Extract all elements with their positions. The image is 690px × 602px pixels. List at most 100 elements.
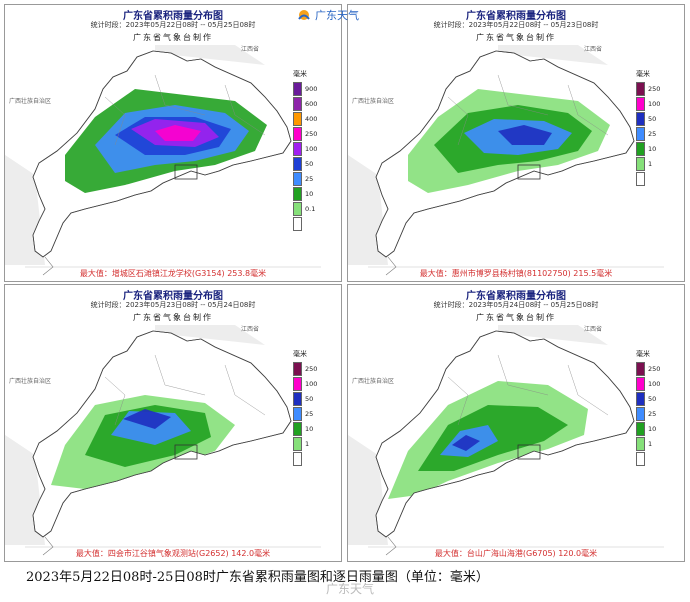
pearl-river-delta-box [174, 444, 198, 460]
legend-row: 600 [293, 96, 327, 111]
panel-period: 统计时段：2023年05月22日08时 -- 05月23日08时 [433, 21, 599, 29]
legend-swatch [293, 421, 302, 436]
legend-swatch [293, 126, 302, 141]
legend-swatch [636, 126, 645, 141]
legend-row: 50 [293, 156, 327, 171]
guangdong-weather-logo: 广东天气 [296, 6, 359, 24]
rainfall-map-panel-2: 广西壮族自治区 江西省 广东省累积雨量分布图 统计时段：2023年05月22日0… [347, 4, 685, 282]
legend-row [636, 451, 670, 466]
legend-swatch [636, 406, 645, 421]
watermark: 广东天气 [326, 582, 375, 596]
rain-area [123, 409, 171, 429]
rainfall-legend: 毫米 250 100 50 25 10 1 [293, 349, 327, 466]
legend-swatch [293, 81, 302, 96]
legend-label: 400 [305, 114, 318, 123]
rain-area [452, 435, 480, 451]
legend-swatch [636, 421, 645, 436]
legend-swatch [293, 436, 302, 451]
legend-swatch [636, 376, 645, 391]
map-svg: 广西壮族自治区 江西省 [5, 285, 341, 561]
legend-label: 0.1 [305, 204, 316, 213]
legend-swatch [636, 111, 645, 126]
pearl-river-delta-box [517, 444, 541, 460]
legend-row: 10 [293, 421, 327, 436]
legend-unit: 毫米 [636, 350, 650, 358]
sun-icon [298, 10, 310, 20]
label-jiangxi: 江西省 [241, 45, 259, 53]
legend-swatch [636, 436, 645, 451]
legend-label: 100 [648, 99, 661, 108]
legend-row: 25 [636, 126, 670, 141]
legend-swatch [636, 141, 645, 156]
rainfall-map-panel-4: 广西壮族自治区 江西省 广东省累积雨量分布图 统计时段：2023年05月24日0… [347, 284, 685, 562]
legend-label: 250 [305, 129, 318, 138]
legend-row [636, 171, 670, 186]
legend-row: 1 [636, 156, 670, 171]
legend-row: 900 [293, 81, 327, 96]
legend-swatch [293, 216, 302, 231]
legend-label: 250 [648, 364, 661, 373]
legend-row: 50 [636, 391, 670, 406]
legend-label: 25 [648, 409, 657, 418]
legend-label: 25 [305, 174, 314, 183]
rainfall-map-panel-3: 广西壮族自治区 江西省 广东省累积雨量分布图 统计时段：2023年05月23日0… [4, 284, 342, 562]
map-svg: 广西壮族自治区 江西省 [348, 285, 684, 561]
legend-row: 50 [636, 111, 670, 126]
legend-label: 900 [305, 84, 318, 93]
panel-period: 统计时段：2023年05月24日08时 -- 05月25日08时 [433, 301, 599, 309]
legend-swatch [293, 111, 302, 126]
legend-swatch [636, 81, 645, 96]
rain-area [498, 125, 552, 145]
legend-label: 250 [648, 84, 661, 93]
label-jiangxi: 江西省 [241, 325, 259, 333]
legend-unit: 毫米 [293, 350, 307, 358]
legend-swatch [293, 201, 302, 216]
legend-row [293, 216, 327, 231]
legend-swatch [636, 171, 645, 186]
legend-label: 100 [305, 379, 318, 388]
legend-label: 10 [305, 189, 314, 198]
pearl-river-delta-box [517, 164, 541, 180]
legend-swatch [636, 361, 645, 376]
legend-label: 1 [648, 159, 653, 168]
label-jiangxi: 江西省 [584, 325, 602, 333]
legend-row: 10 [636, 421, 670, 436]
legend-label: 50 [648, 114, 657, 123]
panel-maker: 广东省气象台制作 [476, 313, 556, 322]
rainfall-legend: 毫米 250 100 50 25 10 1 [636, 69, 670, 186]
legend-swatch [636, 96, 645, 111]
panel-maker: 广东省气象台制作 [133, 313, 213, 322]
legend-row: 100 [636, 376, 670, 391]
legend-swatch [293, 156, 302, 171]
label-guangxi: 广西壮族自治区 [352, 377, 394, 385]
map-svg: 广西壮族自治区 江西省 [348, 5, 684, 281]
legend-swatch [293, 186, 302, 201]
legend-label: 100 [305, 144, 318, 153]
figure-caption: 2023年5月22日08时-25日08时广东省累积雨量图和逐日雨量图（单位：毫米… [26, 570, 489, 585]
legend-label: 10 [648, 144, 657, 153]
panel-title: 广东省累积雨量分布图 [123, 291, 223, 302]
legend-swatch [293, 141, 302, 156]
panel-max-value: 最大值：增城区石滩镇江龙学校(G3154) 253.8毫米 [79, 269, 267, 278]
legend-label: 100 [648, 379, 661, 388]
legend-label: 1 [648, 439, 653, 448]
legend-label: 50 [305, 159, 314, 168]
legend-swatch [636, 451, 645, 466]
legend-row: 250 [636, 361, 670, 376]
legend-row: 10 [636, 141, 670, 156]
logo-text: 广东天气 [315, 9, 359, 22]
legend-label: 50 [648, 394, 657, 403]
panel-maker: 广东省气象台制作 [476, 33, 556, 42]
legend-row: 50 [293, 391, 327, 406]
legend-label: 10 [648, 424, 657, 433]
panel-max-value: 最大值：惠州市博罗县杨村镇(81102750) 215.5毫米 [419, 269, 613, 278]
legend-label: 600 [305, 99, 318, 108]
legend-row: 100 [293, 141, 327, 156]
label-guangxi: 广西壮族自治区 [9, 97, 51, 105]
legend-row: 100 [636, 96, 670, 111]
pearl-river-delta-box [174, 164, 198, 180]
legend-swatch [293, 361, 302, 376]
legend-row: 10 [293, 186, 327, 201]
panel-max-value: 最大值：台山广海山海港(G6705) 120.0毫米 [434, 549, 598, 558]
legend-row: 25 [293, 406, 327, 421]
